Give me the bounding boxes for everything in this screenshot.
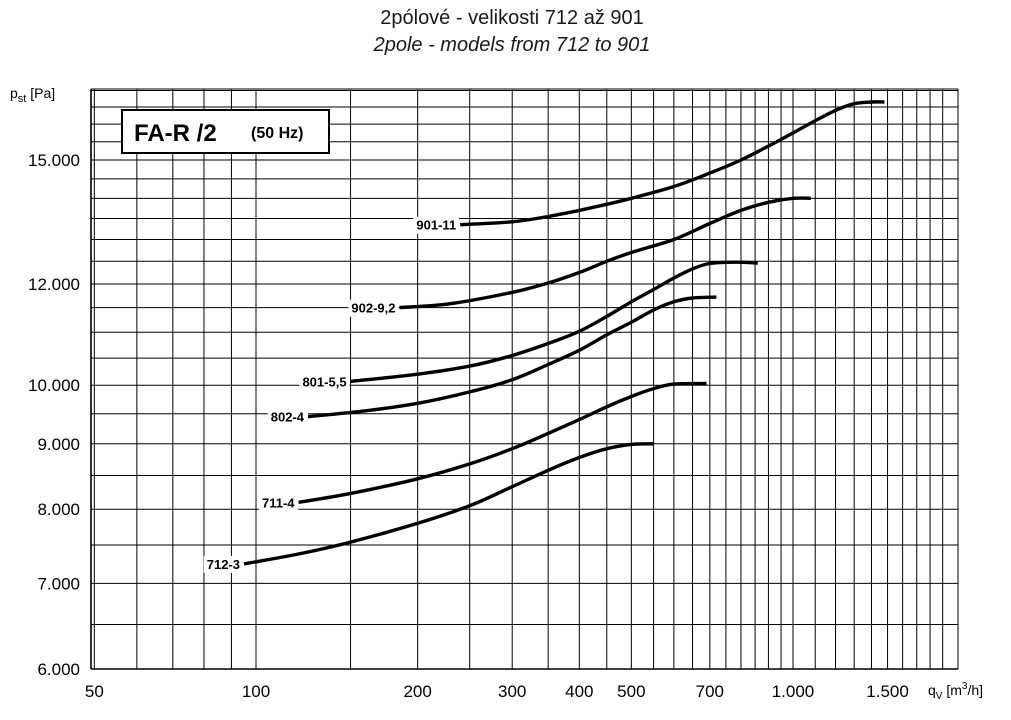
- series-line-711-4: [298, 381, 707, 504]
- x-tick-label: 400: [565, 682, 593, 701]
- series-label: 711-4: [262, 495, 295, 510]
- x-tick-label: 500: [617, 682, 645, 701]
- series-label-background: [348, 299, 399, 317]
- series-label: 712-3: [207, 557, 240, 572]
- x-tick-label: 200: [403, 682, 431, 701]
- curve-labels: 712-3 711-4 802-4 801-5,5 902-9,2 901-11: [203, 216, 460, 573]
- x-axis-label: qV [m3/h]: [928, 681, 983, 702]
- series-label-background: [413, 216, 460, 234]
- series-label: 901-11: [416, 218, 456, 233]
- series-label-background: [258, 494, 299, 512]
- chart-subtitle: 2pole - models from 712 to 901: [373, 34, 651, 56]
- x-tick-label: 1.500: [866, 682, 909, 701]
- series-label: 801-5,5: [302, 374, 346, 389]
- badge-model: FA-R /2: [134, 120, 217, 147]
- x-tick-label: 50: [85, 682, 104, 701]
- y-tick-label: 7.000: [37, 574, 80, 593]
- model-badge: FA-R /2 (50 Hz): [121, 109, 330, 154]
- x-tick-label: 100: [242, 682, 270, 701]
- x-tick-label: 1.000: [772, 682, 815, 701]
- tick-labels: 50 100 200 300 400 500 700 1.000 1.500 6.000 7.000…: [28, 151, 909, 701]
- y-tick-label: 6.000: [37, 660, 80, 679]
- y-tick-label: 9.000: [37, 435, 80, 454]
- curves: [243, 100, 885, 566]
- series-label-background: [267, 408, 308, 426]
- series-label: 902-9,2: [351, 301, 395, 316]
- chart-title: 2pólové - velikosti 712 až 901: [380, 7, 644, 29]
- grid: [90, 88, 959, 670]
- x-tick-label: 700: [696, 682, 724, 701]
- y-tick-label: 12.000: [28, 275, 80, 294]
- series-line-802-4: [307, 295, 717, 419]
- series-label: 802-4: [271, 410, 305, 425]
- series-line-801-5,5: [350, 260, 758, 384]
- y-tick-label: 10.000: [28, 376, 80, 395]
- series-label-background: [203, 555, 244, 573]
- series-line-712-3: [243, 442, 654, 566]
- x-tick-label: 300: [498, 682, 526, 701]
- series-line-901-11: [460, 100, 885, 227]
- y-tick-label: 15.000: [28, 151, 80, 170]
- y-tick-label: 8.000: [37, 500, 80, 519]
- series-label-background: [299, 373, 350, 391]
- series-line-902-9,2: [399, 196, 811, 310]
- y-axis-label: pst [Pa]: [10, 85, 55, 105]
- badge-frequency: (50 Hz): [251, 125, 303, 142]
